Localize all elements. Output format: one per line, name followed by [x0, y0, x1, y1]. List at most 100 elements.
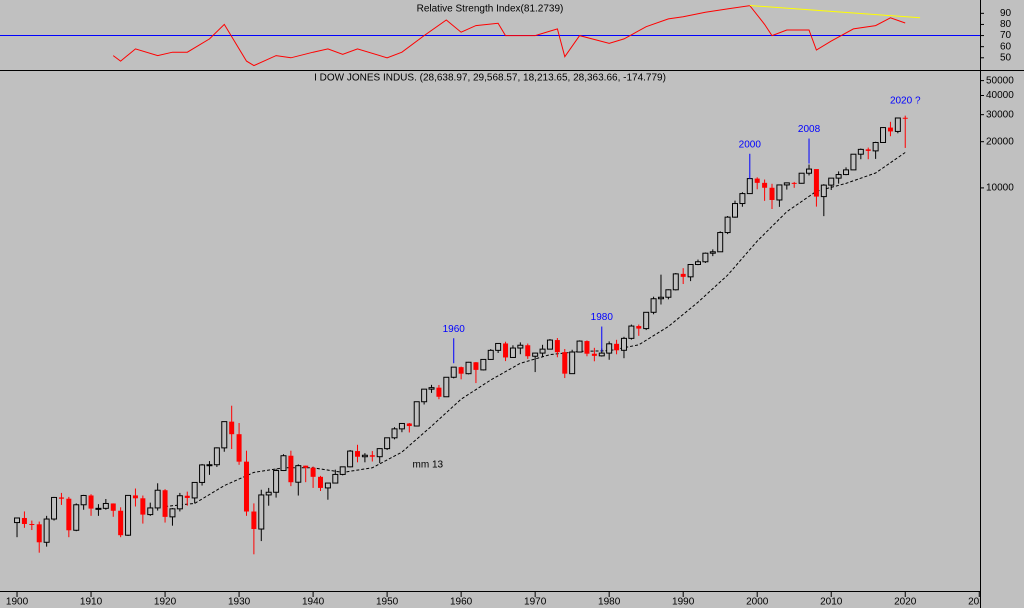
candle-body: [125, 494, 132, 536]
candle-body: [339, 466, 346, 475]
x-tick-label: 2000: [746, 597, 769, 608]
candle-body: [413, 401, 420, 427]
candle-body: [229, 421, 235, 435]
candle-body: [857, 148, 864, 155]
y-tick-label: 20000: [986, 136, 1014, 147]
candle-body: [110, 503, 116, 511]
x-tick-label: 1970: [524, 597, 547, 608]
candle-body: [650, 298, 657, 313]
candle-body: [450, 366, 457, 378]
y-tick-label: 50: [1000, 52, 1012, 63]
y-tick-label: 90: [1000, 8, 1012, 19]
candle-body: [887, 127, 893, 132]
candle-body: [347, 450, 354, 468]
annotation: 2000: [739, 139, 762, 150]
candle-body: [421, 388, 428, 403]
candle-body: [406, 423, 412, 427]
candle-body: [51, 496, 58, 520]
candle-body: [288, 455, 294, 483]
candle-body: [436, 387, 442, 397]
candle-body: [776, 184, 783, 201]
candle-body: [376, 448, 383, 458]
candle-body: [191, 481, 198, 499]
candle-body: [680, 273, 686, 277]
candle-body: [702, 252, 709, 263]
candle-body: [332, 473, 339, 484]
candle-body: [546, 339, 553, 350]
candle-body: [369, 455, 375, 457]
candle-body: [265, 491, 272, 496]
candle-body: [88, 495, 94, 509]
candle-body: [820, 184, 827, 198]
rsi-line: [112, 5, 906, 67]
candle-body: [21, 517, 27, 524]
candle-body: [509, 347, 516, 358]
candle-body: [665, 289, 672, 298]
candle-body: [206, 464, 213, 467]
y-tick-label: 70: [1000, 30, 1012, 41]
x-tick-label: 1990: [672, 597, 695, 608]
candle-body: [843, 169, 850, 176]
candle-body: [643, 311, 650, 330]
candle-body: [324, 482, 331, 489]
x-tick-label: 2010: [820, 597, 843, 608]
candle-body: [717, 232, 724, 253]
candle-body: [36, 524, 42, 543]
candle-body: [783, 182, 790, 186]
candle-body: [303, 465, 309, 468]
moving-average: [165, 152, 906, 507]
annotation: 2020 ?: [890, 95, 921, 106]
candle-body: [169, 508, 176, 518]
candle-body: [480, 358, 487, 371]
candle-body: [754, 178, 760, 183]
candle-body: [835, 174, 842, 179]
candle-body: [273, 470, 280, 493]
candle-body: [43, 518, 50, 543]
candle-body: [687, 264, 694, 278]
annotation: 1980: [591, 312, 614, 323]
candle-body: [739, 193, 746, 205]
candle-body: [243, 461, 249, 512]
candle-body: [525, 345, 531, 357]
candle-body: [147, 507, 154, 516]
candle-body: [872, 141, 879, 152]
candle-body: [591, 353, 597, 356]
candle-body: [636, 326, 642, 329]
candle-body: [724, 216, 731, 234]
candle-body: [176, 495, 183, 510]
trend-line: [749, 5, 921, 19]
y-tick-label: 80: [1000, 19, 1012, 30]
candle-body: [620, 337, 627, 351]
candle-body: [709, 251, 716, 254]
x-tick-label: 1920: [154, 597, 177, 608]
x-tick-label: 1980: [598, 597, 621, 608]
candle-body: [398, 422, 405, 430]
candle-body: [118, 510, 124, 536]
y-tick-label: 50000: [986, 75, 1014, 86]
candle-body: [361, 454, 368, 458]
candle-body: [280, 455, 287, 472]
y-tick-label: 30000: [986, 109, 1014, 120]
candle-body: [199, 464, 206, 483]
candle-body: [746, 178, 753, 195]
candle-body: [384, 437, 391, 450]
candle-body: [236, 434, 242, 462]
candle-body: [554, 340, 560, 353]
candle-body: [221, 421, 228, 449]
candle-body: [140, 498, 146, 515]
candle-body: [102, 502, 109, 509]
candle-body: [487, 349, 494, 360]
candle-body: [258, 494, 265, 530]
candle-body: [80, 494, 87, 506]
candle-body: [614, 343, 620, 351]
candle-body: [251, 511, 257, 530]
candle-body: [29, 523, 35, 525]
candle-body: [517, 344, 524, 349]
candle-body: [58, 497, 64, 499]
x-tick-label: 1960: [450, 597, 473, 608]
x-tick-label: 2030: [968, 597, 991, 608]
candle-body: [569, 351, 576, 375]
candle-body: [66, 498, 72, 531]
